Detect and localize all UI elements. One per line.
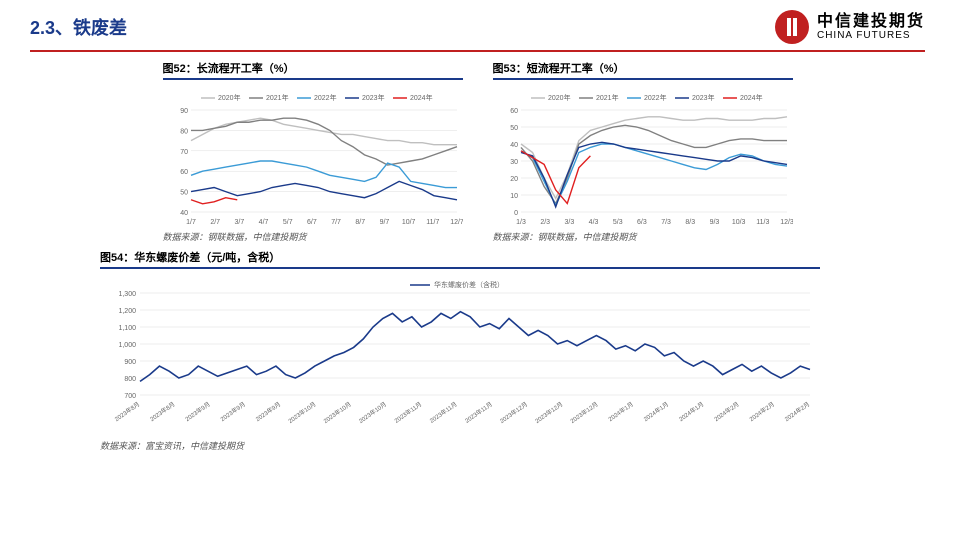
- svg-text:2/3: 2/3: [540, 219, 550, 226]
- svg-text:2023年8月: 2023年8月: [113, 400, 141, 423]
- svg-text:2023年: 2023年: [362, 93, 385, 102]
- svg-text:70: 70: [180, 149, 188, 156]
- svg-text:8/7: 8/7: [355, 219, 365, 226]
- svg-text:40: 40: [510, 142, 518, 149]
- svg-text:2024年: 2024年: [410, 93, 433, 102]
- svg-text:11/3: 11/3: [756, 219, 769, 226]
- svg-text:2024年1月: 2024年1月: [607, 400, 635, 423]
- svg-text:2021年: 2021年: [266, 93, 289, 102]
- chart52-title: 图52：长流程开工率（%）: [163, 60, 463, 76]
- svg-text:华东螺废价差（含税）: 华东螺废价差（含税）: [434, 280, 504, 289]
- svg-text:6/3: 6/3: [637, 219, 647, 226]
- svg-text:30: 30: [510, 159, 518, 166]
- svg-text:8/3: 8/3: [685, 219, 695, 226]
- svg-text:3/3: 3/3: [564, 219, 574, 226]
- svg-text:2/7: 2/7: [210, 219, 220, 226]
- svg-text:60: 60: [510, 108, 518, 115]
- svg-text:2023年9月: 2023年9月: [254, 400, 282, 423]
- chart53-svg: 2020年 2021年 2022年 2023年 2024年 0 10 20 30 40 50 60 1/…: [493, 86, 793, 226]
- svg-text:2023年9月: 2023年9月: [184, 400, 212, 423]
- svg-text:1/3: 1/3: [516, 219, 526, 226]
- svg-text:6/7: 6/7: [307, 219, 317, 226]
- svg-text:2023年12月: 2023年12月: [569, 400, 600, 425]
- svg-text:1,000: 1,000: [118, 342, 136, 349]
- panel-chart52: 图52：长流程开工率（%） 2020年 2021年 2022年 2023年 2024年 4…: [163, 60, 463, 243]
- svg-text:2023年12月: 2023年12月: [498, 400, 529, 425]
- svg-text:9/7: 9/7: [379, 219, 389, 226]
- svg-text:800: 800: [124, 376, 136, 383]
- svg-text:5/3: 5/3: [612, 219, 622, 226]
- svg-text:2024年2月: 2024年2月: [783, 400, 811, 423]
- chart53-underline: [493, 78, 793, 80]
- svg-text:50: 50: [180, 190, 188, 197]
- svg-text:90: 90: [180, 108, 188, 115]
- svg-text:11/7: 11/7: [426, 219, 439, 226]
- chart53-title: 图53：短流程开工率（%）: [493, 60, 793, 76]
- panel-chart53: 图53：短流程开工率（%） 2020年 2021年 2022年 2023年 2024年 0…: [493, 60, 793, 243]
- chart54-source: 数据来源：富宝资讯，中信建投期货: [100, 439, 915, 452]
- svg-text:2023年10月: 2023年10月: [322, 400, 353, 425]
- svg-text:2023年: 2023年: [692, 93, 715, 102]
- svg-text:2024年: 2024年: [740, 93, 763, 102]
- svg-text:10: 10: [510, 193, 518, 200]
- svg-text:2022年: 2022年: [644, 93, 667, 102]
- svg-text:60: 60: [180, 169, 188, 176]
- svg-text:0: 0: [514, 210, 518, 217]
- svg-text:1,200: 1,200: [118, 308, 136, 315]
- svg-text:2020年: 2020年: [218, 93, 241, 102]
- svg-text:4/3: 4/3: [588, 219, 598, 226]
- logo-cn: 中信建投期货: [817, 13, 925, 31]
- svg-text:2021年: 2021年: [596, 93, 619, 102]
- logo-en: CHINA FUTURES: [817, 30, 925, 41]
- svg-text:1,300: 1,300: [118, 291, 136, 298]
- chart52-source: 数据来源：钢联数据，中信建投期货: [163, 230, 463, 243]
- svg-text:2023年8月: 2023年8月: [148, 400, 176, 423]
- logo: 中信建投期货 CHINA FUTURES: [775, 10, 925, 44]
- svg-text:40: 40: [180, 210, 188, 217]
- chart52-svg: 2020年 2021年 2022年 2023年 2024年 40 50 60 70 80 90 1/7…: [163, 86, 463, 226]
- svg-text:2023年10月: 2023年10月: [287, 400, 318, 425]
- svg-text:7/7: 7/7: [331, 219, 341, 226]
- svg-text:2023年10月: 2023年10月: [357, 400, 388, 425]
- svg-text:50: 50: [510, 125, 518, 132]
- svg-text:2024年2月: 2024年2月: [748, 400, 776, 423]
- svg-text:2024年2月: 2024年2月: [713, 400, 741, 423]
- svg-text:2022年: 2022年: [314, 93, 337, 102]
- svg-text:2023年11月: 2023年11月: [428, 400, 458, 425]
- chart54-title: 图54：华东螺废价差（元/吨，含税）: [100, 249, 915, 265]
- svg-text:20: 20: [510, 176, 518, 183]
- chart54-svg: 华东螺废价差（含税） 700 800 900 1,000 1,100 1,200 1,300 2…: [100, 275, 820, 435]
- section-title: 2.3、铁废差: [30, 14, 127, 40]
- svg-text:12/3: 12/3: [780, 219, 793, 226]
- svg-text:80: 80: [180, 128, 188, 135]
- svg-text:2023年11月: 2023年11月: [393, 400, 423, 425]
- svg-text:2024年1月: 2024年1月: [642, 400, 670, 423]
- logo-icon: [775, 10, 809, 44]
- svg-text:2024年1月: 2024年1月: [677, 400, 705, 423]
- svg-text:7/3: 7/3: [661, 219, 671, 226]
- svg-text:1,100: 1,100: [118, 325, 136, 332]
- svg-text:4/7: 4/7: [258, 219, 268, 226]
- svg-text:900: 900: [124, 359, 136, 366]
- svg-text:10/7: 10/7: [401, 219, 415, 226]
- svg-text:2023年12月: 2023年12月: [533, 400, 564, 425]
- svg-text:9/3: 9/3: [709, 219, 719, 226]
- svg-text:1/7: 1/7: [186, 219, 196, 226]
- svg-text:2023年9月: 2023年9月: [219, 400, 247, 423]
- chart52-underline: [163, 78, 463, 80]
- panel-chart54: 图54：华东螺废价差（元/吨，含税） 华东螺废价差（含税） 700 800 900 1,…: [100, 249, 915, 452]
- header-underline: [30, 50, 925, 52]
- svg-text:700: 700: [124, 393, 136, 400]
- svg-text:3/7: 3/7: [234, 219, 244, 226]
- svg-text:5/7: 5/7: [282, 219, 292, 226]
- svg-text:2023年11月: 2023年11月: [463, 400, 493, 425]
- chart53-source: 数据来源：钢联数据，中信建投期货: [493, 230, 793, 243]
- svg-text:10/3: 10/3: [731, 219, 745, 226]
- svg-text:12/7: 12/7: [450, 219, 463, 226]
- svg-text:2020年: 2020年: [548, 93, 571, 102]
- chart54-underline: [100, 267, 820, 269]
